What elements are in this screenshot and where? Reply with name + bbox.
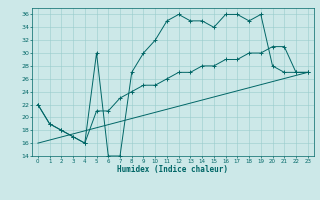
X-axis label: Humidex (Indice chaleur): Humidex (Indice chaleur) <box>117 165 228 174</box>
